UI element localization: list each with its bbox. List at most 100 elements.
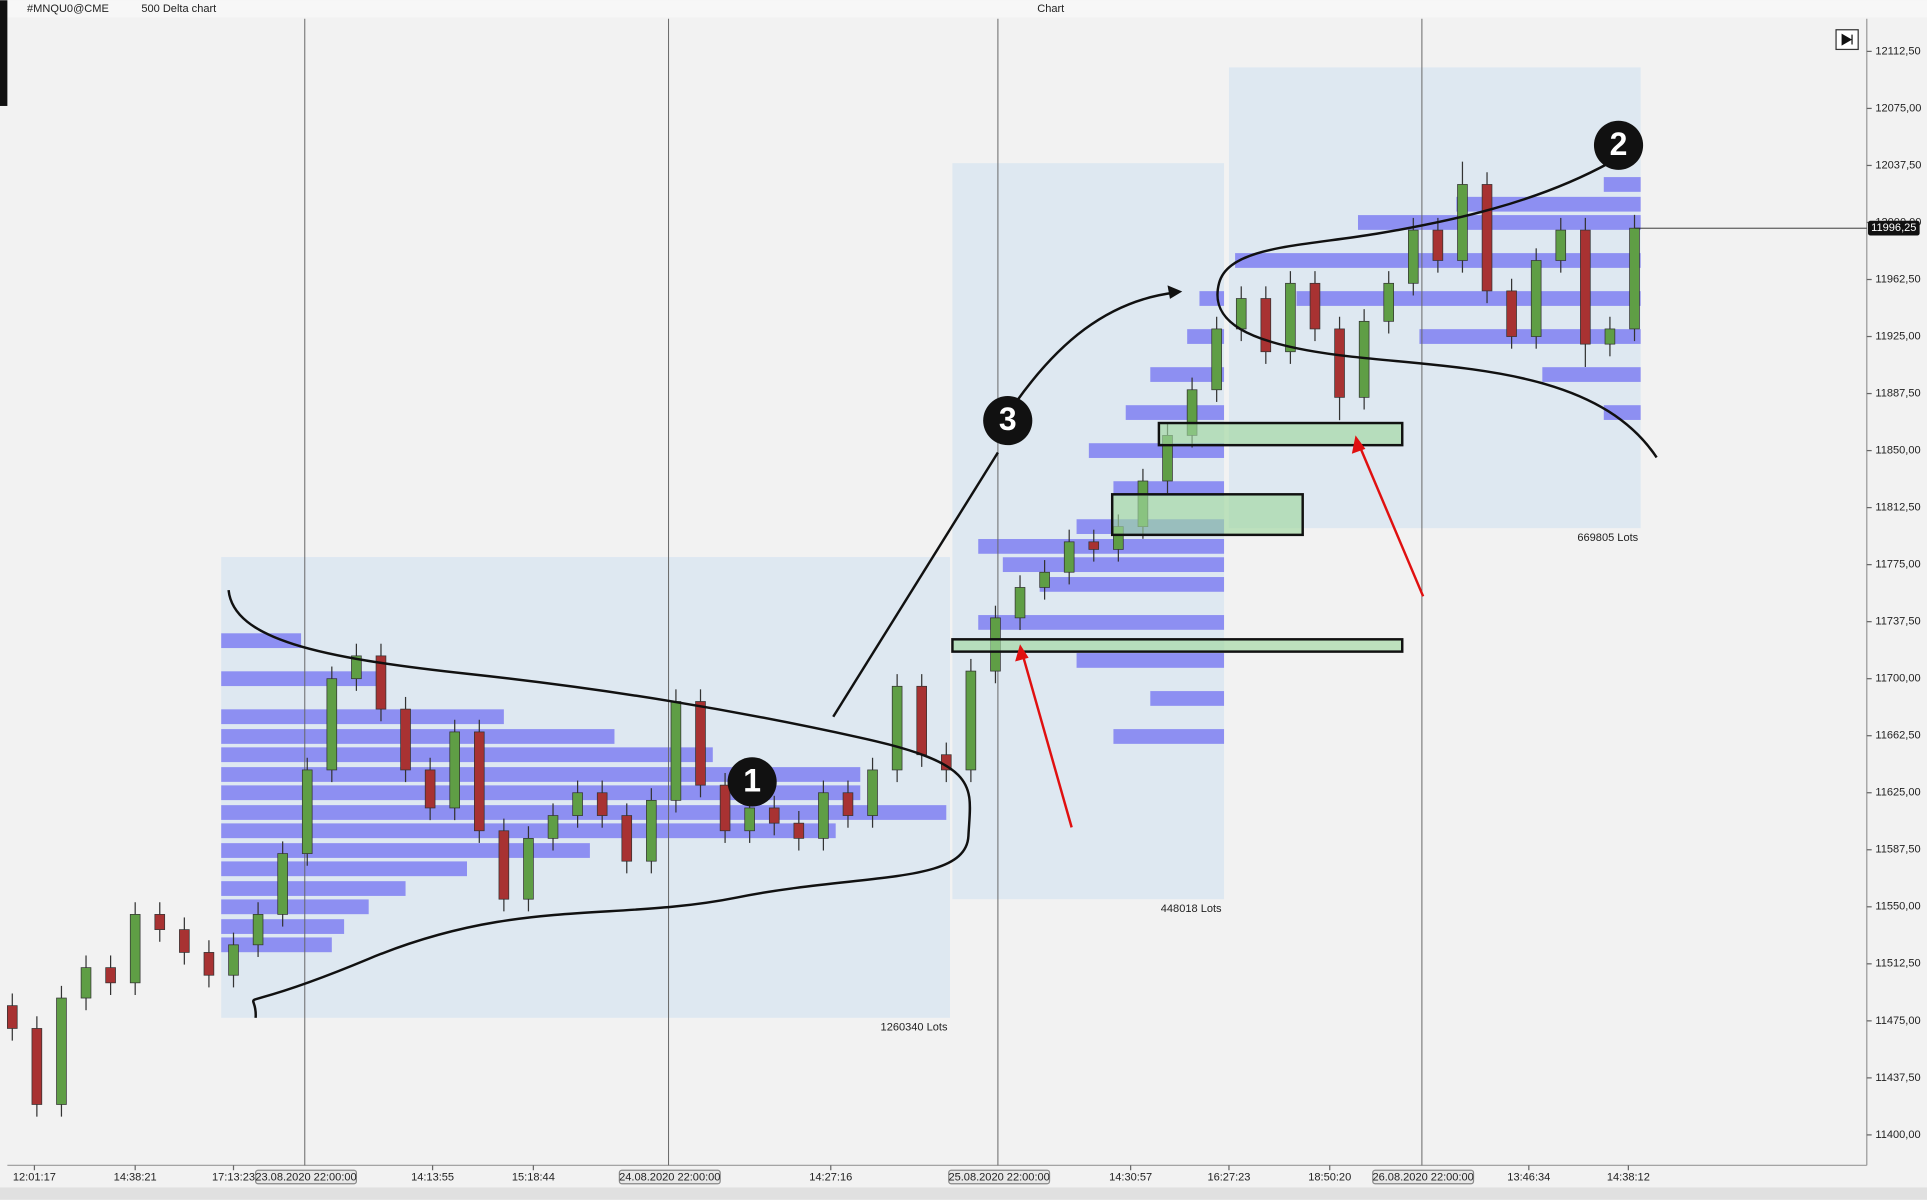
candle-body <box>916 685 928 756</box>
toolbar <box>0 0 1927 18</box>
candle-body <box>1088 541 1100 550</box>
y-tick-label: 11962,50 <box>1875 273 1920 285</box>
last-price-box <box>1868 220 1920 236</box>
y-tick-label: 12037,50 <box>1875 159 1921 171</box>
profile-level <box>221 633 302 649</box>
profile-total: 669805 Lots <box>1577 532 1638 544</box>
y-tick-label: 11475,00 <box>1875 1015 1920 1027</box>
candle-body <box>203 952 215 976</box>
profile-level <box>1150 367 1225 382</box>
profile-total: 1260340 Lots <box>881 1022 948 1034</box>
y-tick-label: 11662,50 <box>1875 730 1920 742</box>
x-tick-label: 14:38:12 <box>1607 1172 1650 1184</box>
y-tick-label: 11400,00 <box>1875 1129 1920 1141</box>
candle-body <box>793 822 805 839</box>
y-tick-label: 11775,00 <box>1875 559 1920 571</box>
candle-body <box>154 914 166 930</box>
x-tick-label: 17:13:23 <box>212 1172 255 1184</box>
session-label: 26.08.2020 22:00:00 <box>1372 1172 1473 1184</box>
x-tick-label: 13:46:34 <box>1507 1172 1550 1184</box>
marker <box>727 757 777 807</box>
profile-level <box>221 805 947 820</box>
candle-body <box>326 678 338 771</box>
session-label-box <box>255 1169 358 1185</box>
left-strip <box>0 0 8 106</box>
marker-label: 3 <box>999 401 1017 437</box>
candle-body <box>474 731 485 832</box>
candle-body <box>719 784 731 832</box>
status-bar <box>0 1187 1927 1200</box>
profile-level <box>1603 177 1641 192</box>
profile-level <box>221 747 713 763</box>
zone <box>1157 421 1404 447</box>
profile-level <box>978 539 1225 554</box>
x-tick-label: 14:38:21 <box>114 1172 157 1184</box>
y-tick-label: 11887,50 <box>1875 387 1920 399</box>
profile-level <box>221 709 504 725</box>
candle-body <box>1457 184 1468 261</box>
candle-body <box>867 769 878 816</box>
y-tick-label: 11587,50 <box>1875 844 1920 856</box>
profile-level <box>1150 691 1225 706</box>
profile-total: 448018 Lots <box>1161 903 1222 915</box>
y-tick-label: 11550,00 <box>1875 901 1920 913</box>
candle-body <box>1383 282 1395 322</box>
profile-level <box>1542 367 1641 382</box>
x-tick-label: 15:18:44 <box>512 1172 555 1184</box>
marker <box>983 395 1033 446</box>
session-label-box <box>948 1169 1051 1185</box>
profile-level <box>221 937 332 953</box>
y-tick-label: 11437,50 <box>1875 1072 1920 1084</box>
candle-body <box>301 769 313 854</box>
y-tick-label: 11850,00 <box>1875 445 1920 457</box>
zone <box>1110 493 1304 537</box>
candle-body <box>252 914 264 946</box>
session-label-box <box>1372 1169 1475 1185</box>
candle-body <box>424 769 436 809</box>
candle-body <box>1432 229 1444 261</box>
candle-body <box>351 655 362 680</box>
candle-body <box>1285 282 1296 353</box>
candle-body <box>646 799 657 862</box>
candle-body <box>129 914 141 984</box>
profile-level <box>1357 215 1641 230</box>
profile-level <box>221 843 590 858</box>
x-tick-label: 14:13:55 <box>411 1172 454 1184</box>
x-tick-label: 18:50:20 <box>1308 1172 1351 1184</box>
y-tick-label: 11625,00 <box>1875 787 1920 799</box>
candle-body <box>400 708 411 771</box>
candle-body <box>547 815 559 839</box>
profile-level <box>1456 196 1641 212</box>
annotations: 1 2 3 <box>227 120 1658 1018</box>
x-tick-label: 16:27:23 <box>1207 1172 1250 1184</box>
candle-body <box>621 815 633 862</box>
candle-body <box>7 1005 18 1029</box>
candle-body <box>965 670 977 771</box>
candle-body <box>1408 229 1419 284</box>
candle-body <box>105 967 116 984</box>
profile-level <box>1076 653 1225 668</box>
candle-body <box>818 792 829 839</box>
window-title: Chart <box>1037 3 1064 15</box>
candle-body <box>1309 282 1321 330</box>
candle-body <box>1260 298 1272 353</box>
candle-body <box>1481 184 1493 292</box>
arrow-head <box>1167 285 1183 299</box>
candle-body <box>670 701 682 801</box>
y-tick-label: 11512,50 <box>1875 958 1920 970</box>
candle-body <box>1063 541 1075 573</box>
profile-level <box>1088 443 1225 458</box>
candle-body <box>1604 328 1616 345</box>
candle-body <box>768 807 780 824</box>
candle-body <box>596 792 608 816</box>
arrow-line <box>832 451 999 718</box>
candle-body <box>31 1028 43 1105</box>
candle-body <box>449 731 460 809</box>
symbol[interactable]: #MNQU0@CME <box>27 3 109 15</box>
y-tick-label: 11700,00 <box>1875 673 1920 685</box>
profile-level <box>221 881 406 896</box>
chart-type[interactable]: 500 Delta chart <box>141 3 216 15</box>
candle-body <box>695 701 706 786</box>
profile-level <box>1002 557 1225 573</box>
